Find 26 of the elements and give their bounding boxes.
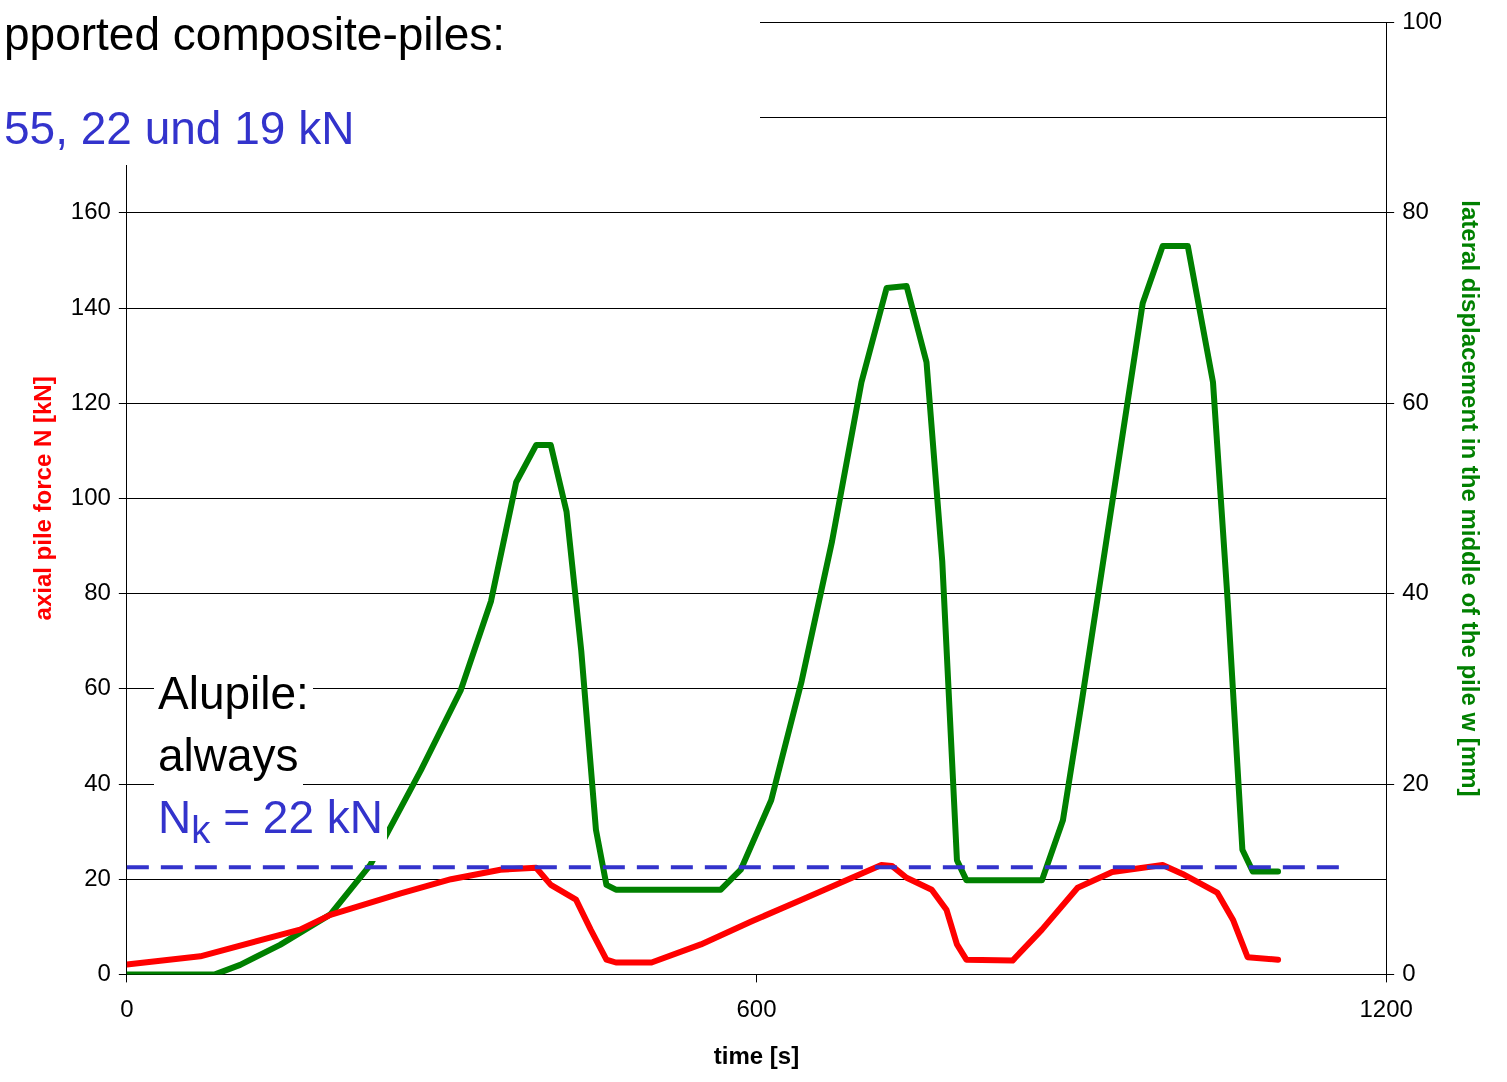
y-tick-label: 20 bbox=[84, 863, 111, 891]
y-tick-label: 0 bbox=[97, 959, 111, 987]
x-tick-label: 1200 bbox=[1359, 995, 1413, 1023]
y2-tick-label: 60 bbox=[1402, 387, 1429, 415]
y-tick-label: 120 bbox=[70, 387, 111, 415]
x-tick-label: 600 bbox=[736, 995, 777, 1023]
annotation: pported composite-piles: bbox=[4, 7, 506, 62]
y2-tick-label: 100 bbox=[1402, 7, 1443, 35]
annotation: N$_{k}$ = 22 kN bbox=[154, 786, 387, 862]
y-tick-label: 80 bbox=[84, 578, 111, 606]
annotation: always bbox=[154, 724, 303, 786]
x-tick-label: 0 bbox=[120, 995, 134, 1023]
y-tick-label: 40 bbox=[84, 768, 111, 796]
x-axis-title: time [s] bbox=[713, 1042, 800, 1070]
y2-tick-label: 40 bbox=[1402, 578, 1429, 606]
y-tick-label: 140 bbox=[70, 292, 111, 320]
y2-tick-label: 0 bbox=[1402, 959, 1416, 987]
y2-axis-title: lateral displacement in the middle of the pile w [mm] bbox=[1456, 200, 1484, 797]
annotation: 55, 22 und 19 kN bbox=[4, 101, 356, 156]
y2-tick-label: 80 bbox=[1402, 197, 1429, 225]
y-tick-label: 100 bbox=[70, 483, 111, 511]
y-tick-label: 60 bbox=[84, 673, 111, 701]
y-axis-title: axial pile force N [kN] bbox=[29, 376, 57, 621]
y-tick-label: 160 bbox=[70, 197, 111, 225]
annotation: Alupile: bbox=[154, 662, 313, 724]
y2-tick-label: 20 bbox=[1402, 768, 1429, 796]
